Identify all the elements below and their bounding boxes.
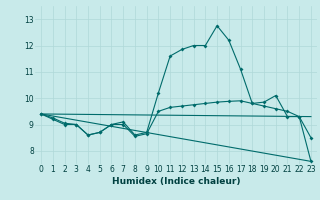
X-axis label: Humidex (Indice chaleur): Humidex (Indice chaleur) [112,177,240,186]
